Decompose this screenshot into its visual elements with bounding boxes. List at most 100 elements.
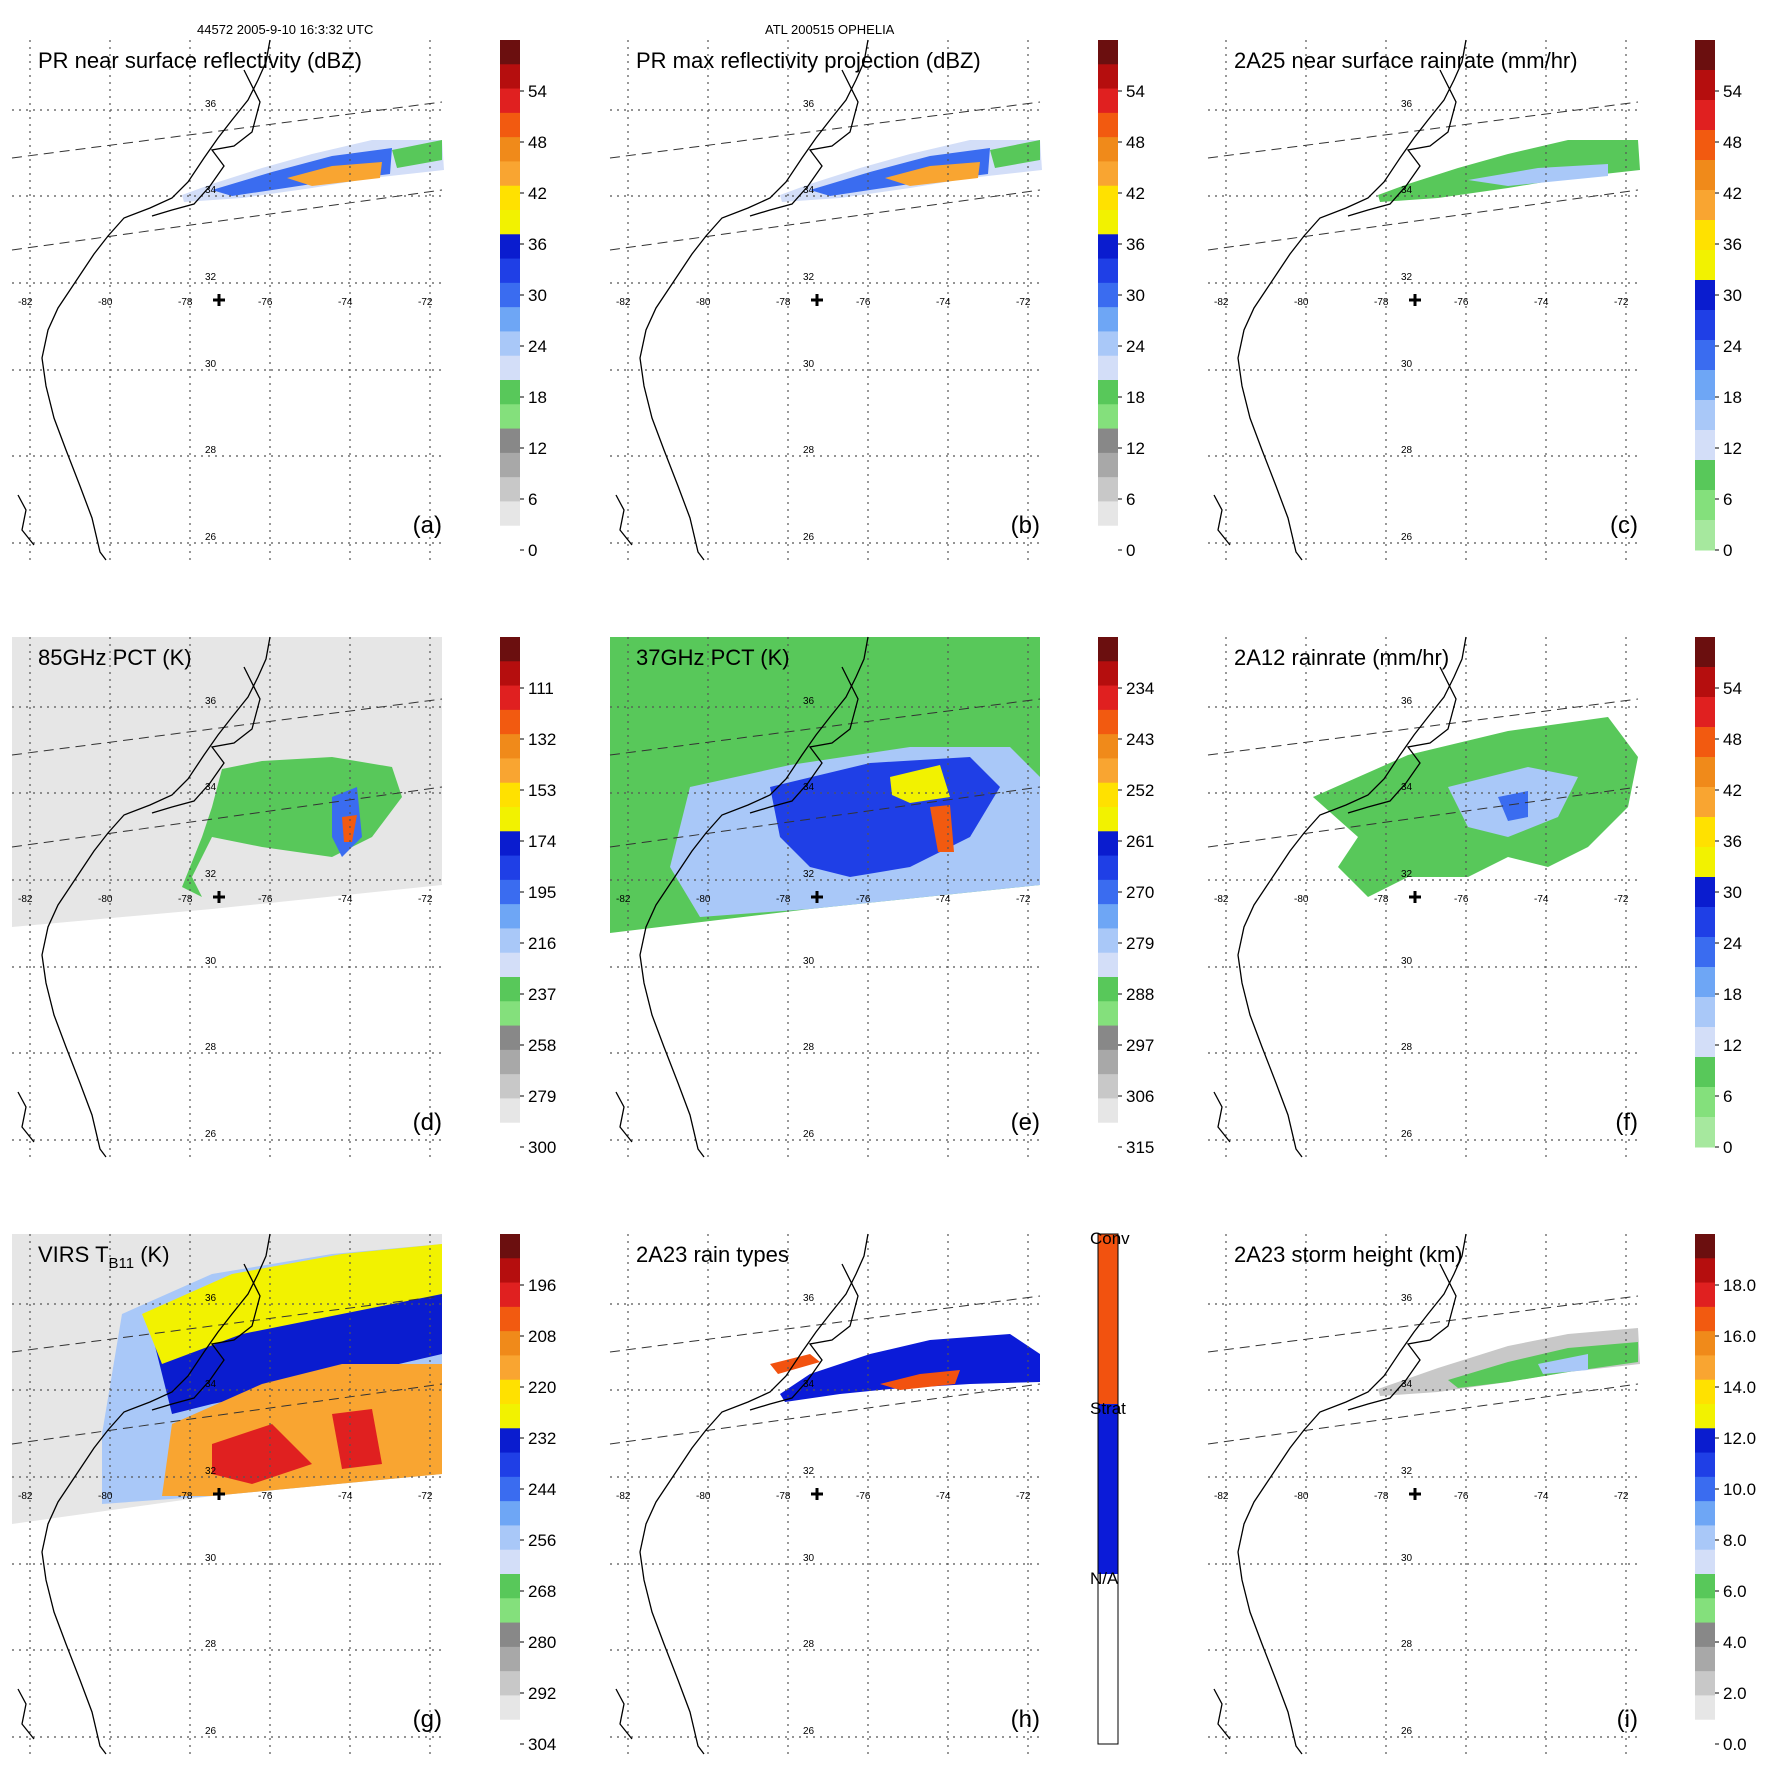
colorbar-segment: [500, 1428, 520, 1454]
lon-label: -72: [418, 894, 433, 905]
lat-label: 34: [205, 185, 217, 196]
colorbar-segment: [1695, 667, 1715, 698]
lat-label: 28: [205, 445, 217, 456]
colorbar-segment: [1695, 460, 1715, 491]
lat-label: 30: [1401, 359, 1413, 370]
colorbar-segment: [1695, 727, 1715, 758]
colorbar-tick: 111: [528, 679, 554, 698]
colorbar-segment: [1098, 1025, 1118, 1051]
lat-label: 26: [205, 532, 217, 543]
panel-letter: (f): [1615, 1109, 1638, 1136]
coastline: [41, 636, 271, 1158]
swath-edge-lower: [609, 786, 1041, 848]
colorbar-tick: 18.0: [1723, 1276, 1756, 1295]
lon-label: -80: [98, 1491, 113, 1502]
colorbar-tick: 42: [528, 184, 547, 203]
lon-label: -80: [1294, 1491, 1309, 1502]
grid-labels: -82 -80 -78 -76 -74 -72 36 34 32 30 28 26: [18, 99, 433, 543]
lon-label: -74: [338, 894, 353, 905]
colorbar-tick: 216: [528, 934, 556, 953]
swath-edge-lower: [609, 189, 1041, 251]
lat-label: 30: [205, 956, 217, 967]
coastline: [1237, 636, 1467, 1158]
colorbar-tick: 0: [1126, 541, 1135, 560]
swath-edge-lower: [609, 1383, 1041, 1445]
lon-label: -74: [1534, 297, 1549, 308]
colorbar-segment: [1098, 137, 1118, 162]
colorbar-tick: 36: [528, 235, 547, 254]
storm-height-high: [1538, 1354, 1588, 1374]
colorbar-tick: 12: [1723, 1036, 1742, 1055]
colorbar-segment: [1695, 1476, 1715, 1502]
colorbar-segment: [1695, 1549, 1715, 1575]
panel-f: -82 -80 -78 -76 -74 -72 36 34 32 30 28 26 2A12 rainr…: [1207, 636, 1742, 1158]
colorbar-segment: [500, 904, 520, 929]
colorbar-segment: [500, 977, 520, 1002]
colorbar-tick: 6: [1723, 1087, 1732, 1106]
lon-label: -76: [258, 1491, 273, 1502]
colorbar-segment: [1098, 709, 1118, 735]
colorbar-segment: [1695, 490, 1715, 521]
colorbar-segment: [1098, 1001, 1118, 1027]
storm-center-marker: [213, 294, 225, 306]
coastline-bahamas: [615, 1091, 633, 1143]
colorbar-segment: [500, 1258, 520, 1284]
lon-label: -76: [258, 894, 273, 905]
storm-center-marker: [811, 1488, 823, 1500]
colorbar-tick: 244: [528, 1480, 556, 1499]
colorbar-segment: [500, 234, 520, 260]
lon-label: -72: [1614, 297, 1629, 308]
colorbar-segment: [500, 1331, 520, 1356]
lat-label: 26: [1401, 532, 1413, 543]
storm-center-marker: [811, 294, 823, 306]
rain12-core: [1498, 791, 1528, 821]
colorbar-tick: 268: [528, 1582, 556, 1601]
colorbar-segment: [1695, 1622, 1715, 1648]
rain-type-convective-b: [770, 1354, 820, 1374]
data-field: [12, 1234, 442, 1524]
colorbar-segment: [500, 307, 520, 332]
lat-lon-grid: [610, 1234, 1040, 1754]
colorbar-tick: 48: [1723, 730, 1742, 749]
panel-e: -82 -80 -78 -76 -74 -72 36 34 32 30 28 26 37GHz PCT …: [609, 636, 1154, 1158]
colorbar-segment: [1695, 520, 1715, 551]
data-field: [1378, 1328, 1640, 1396]
title-subscript: B11: [109, 1255, 135, 1272]
storm-center-marker: [1409, 294, 1421, 306]
colorbar-segment: [1695, 907, 1715, 938]
colorbar-segment: [500, 1719, 520, 1745]
colorbar-segment: [1695, 370, 1715, 401]
lon-label: -76: [258, 297, 273, 308]
title-suffix: (K): [134, 1242, 169, 1267]
lat-label: 32: [1401, 272, 1413, 283]
colorbar: 54 48 42 36 30 24 18 12 6 0: [1695, 40, 1742, 560]
colorbar-tick: 304: [528, 1735, 556, 1754]
grid-labels: -82 -80 -78 -76 -74 -72 36 34 32 30 28 26: [1214, 1293, 1629, 1737]
colorbar-tick: 270: [1126, 883, 1154, 902]
panel-letter: (b): [1011, 512, 1040, 539]
colorbar-segment: [1098, 1098, 1118, 1124]
colorbar: 196 208 220 232 244 256 268 280 292 304: [500, 1234, 556, 1754]
lon-label: -72: [418, 297, 433, 308]
colorbar-segment: [500, 709, 520, 735]
lat-lon-grid: [12, 1234, 442, 1754]
colorbar-tick: 54: [528, 82, 547, 101]
colorbar-segment: [1098, 234, 1118, 260]
colorbar-tick: 288: [1126, 985, 1154, 1004]
grid-labels: -82 -80 -78 -76 -74 -72 36 34 32 30 28 26: [1214, 696, 1629, 1140]
colorbar-segment: [1695, 1355, 1715, 1381]
lat-label: 32: [803, 869, 815, 880]
coastline-outer-banks: [749, 69, 859, 217]
colorbar-segment: [1695, 190, 1715, 221]
colorbar-tick: 306: [1126, 1087, 1154, 1106]
lon-label: -76: [1454, 297, 1469, 308]
coastline: [41, 39, 271, 561]
colorbar-tick: 18: [528, 388, 547, 407]
colorbar-segment: [500, 210, 520, 235]
panel-title: 2A23 rain types: [636, 1242, 789, 1267]
data-field: [780, 140, 1042, 202]
panel-letter: (d): [413, 1109, 442, 1136]
lon-label: -74: [936, 894, 951, 905]
colorbar-tick: 292: [528, 1684, 556, 1703]
